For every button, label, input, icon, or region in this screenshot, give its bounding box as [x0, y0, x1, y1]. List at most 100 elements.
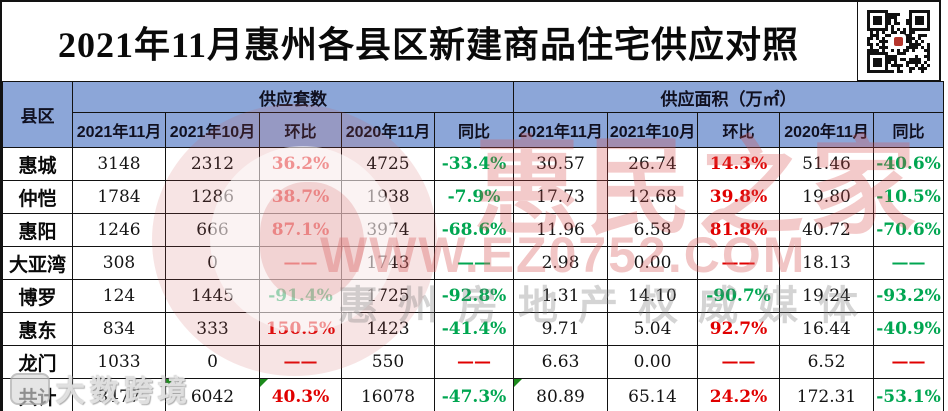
data-cell: 3148 — [72, 147, 166, 181]
data-cell: —— — [433, 246, 515, 280]
data-cell: 0 — [165, 345, 260, 379]
data-cell: -92.8% — [433, 279, 515, 313]
data-cell: -7.9% — [433, 180, 515, 214]
data-cell: 12.68 — [607, 180, 699, 214]
sub-header-units-nov20: 2020年11月 — [341, 112, 435, 148]
sub-header-units-nov21: 2021年11月 — [72, 112, 166, 148]
data-cell: 1784 — [72, 180, 166, 214]
data-cell: 81.8% — [697, 213, 781, 247]
data-cell: 1246 — [72, 213, 166, 247]
data-cell: —— — [259, 345, 342, 379]
data-cell: 40.3% — [259, 378, 342, 411]
data-cell: 18.13 — [779, 246, 875, 280]
data-cell: 38.7% — [259, 180, 342, 214]
data-cell: -53.1% — [873, 378, 945, 411]
table-row: 惠阳 1246 666 87.1% 3974 -68.6% 11.96 6.58 81.8% 40… — [2, 213, 945, 247]
data-cell: 17.73 — [513, 180, 609, 214]
row-label: 博罗 — [2, 279, 73, 313]
data-cell: 14.3% — [697, 147, 781, 181]
data-cell: 6.52 — [779, 345, 875, 379]
data-cell: -90.7% — [697, 279, 781, 313]
data-cell: 5.04 — [607, 312, 699, 346]
data-cell: 80.89 — [513, 378, 609, 411]
qr-code-image — [867, 9, 930, 73]
data-cell: -40.9% — [873, 312, 945, 346]
data-cell: 8477 — [72, 378, 166, 411]
data-cell: 4725 — [341, 147, 435, 181]
data-cell: —— — [873, 345, 945, 379]
data-cell: 26.74 — [607, 147, 699, 181]
data-cell: 16.44 — [779, 312, 875, 346]
data-cell: 1445 — [165, 279, 260, 313]
data-cell: 9.71 — [513, 312, 609, 346]
data-cell: 1.31 — [513, 279, 609, 313]
data-cell: 1033 — [72, 345, 166, 379]
data-cell: -91.4% — [259, 279, 342, 313]
data-cell: —— — [259, 246, 342, 280]
qr-code — [857, 2, 939, 81]
data-cell: 1286 — [165, 180, 260, 214]
group-header-units: 供应套数 — [71, 81, 515, 113]
page-title: 2021年11月惠州各县区新建商品住宅供应对照 — [57, 25, 799, 65]
table-row: 共计 8477 6042 40.3% 16078 -47.3% 80.89 65.14 24.2… — [2, 378, 945, 411]
data-cell: -68.6% — [433, 213, 515, 247]
data-cell: 51.46 — [779, 147, 875, 181]
sub-header-row: 2021年11月 2021年10月 环比 2020年11月 同比 2021年11… — [3, 112, 945, 148]
data-cell: -70.6% — [873, 213, 945, 247]
group-header-row: 县区 供应套数 供应面积（万㎡） — [2, 81, 945, 148]
data-cell: 308 — [72, 246, 166, 280]
data-cell: -47.3% — [433, 378, 515, 411]
table-row: 大亚湾 308 0 —— 1743 —— 2.98 0.00 —— 18.13 —— — [2, 246, 945, 280]
data-cell: 834 — [72, 312, 166, 346]
data-cell: —— — [697, 345, 781, 379]
data-cell: 24.2% — [697, 378, 781, 411]
sub-header-area-nov21: 2021年11月 — [513, 112, 609, 148]
table-row: 惠东 834 333 150.5% 1423 -41.4% 9.71 5.04 92.7% 16.… — [2, 312, 945, 346]
data-cell: —— — [873, 246, 945, 280]
data-cell: 172.31 — [779, 378, 875, 411]
data-cell: 1938 — [341, 180, 435, 214]
data-cell: 14.10 — [607, 279, 699, 313]
sub-header-units-mom: 环比 — [259, 112, 342, 148]
data-cell: —— — [697, 246, 781, 280]
table-row: 博罗 124 1445 -91.4% 1725 -92.8% 1.31 14.10 -90.7%… — [2, 279, 945, 313]
data-cell: 6.58 — [607, 213, 699, 247]
data-cell: 0.00 — [607, 345, 699, 379]
data-cell: 65.14 — [607, 378, 699, 411]
row-label: 惠东 — [2, 312, 73, 346]
data-cell: 92.7% — [697, 312, 781, 346]
data-cell: 333 — [165, 312, 260, 346]
row-label: 惠阳 — [2, 213, 73, 247]
title-bar: 2021年11月惠州各县区新建商品住宅供应对照 — [2, 2, 939, 82]
data-cell: 36.2% — [259, 147, 342, 181]
row-label: 仲恺 — [2, 180, 73, 214]
data-cell: 1725 — [341, 279, 435, 313]
data-cell: 0 — [165, 246, 260, 280]
data-cell: -33.4% — [433, 147, 515, 181]
data-cell: 2312 — [165, 147, 260, 181]
data-cell: -40.6% — [873, 147, 945, 181]
data-cell: 0.00 — [607, 246, 699, 280]
row-label: 大亚湾 — [2, 246, 73, 280]
row-label: 共计 — [2, 378, 73, 411]
data-cell: 6042 — [165, 378, 260, 411]
data-cell: 666 — [165, 213, 260, 247]
data-cell: 6.63 — [513, 345, 609, 379]
sub-header-area-oct21: 2021年10月 — [607, 112, 699, 148]
data-cell: 87.1% — [259, 213, 342, 247]
row-label: 龙门 — [2, 345, 73, 379]
data-cell: 40.72 — [779, 213, 875, 247]
data-cell: 3974 — [341, 213, 435, 247]
table-row: 仲恺 1784 1286 38.7% 1938 -7.9% 17.73 12.68 39.8% 1… — [2, 180, 945, 214]
corner-header: 县区 — [2, 81, 73, 148]
table-body: 惠城 3148 2312 36.2% 4725 -33.4% 30.57 26.74 14.3%… — [2, 147, 945, 411]
data-cell: 1423 — [341, 312, 435, 346]
data-cell: 11.96 — [513, 213, 609, 247]
table-row: 惠城 3148 2312 36.2% 4725 -33.4% 30.57 26.74 14.3%… — [2, 147, 945, 181]
data-cell: 16078 — [341, 378, 435, 411]
sub-header-units-yoy: 同比 — [433, 112, 515, 148]
data-cell: —— — [433, 345, 515, 379]
sub-header-area-nov20: 2020年11月 — [779, 112, 875, 148]
data-cell: 30.57 — [513, 147, 609, 181]
